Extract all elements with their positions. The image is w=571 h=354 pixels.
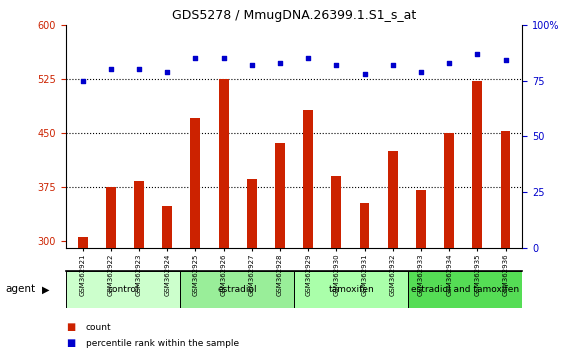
- Bar: [134, 181, 144, 354]
- Point: [219, 55, 228, 61]
- Point: [416, 69, 425, 74]
- Point: [360, 71, 369, 77]
- Text: agent: agent: [6, 284, 36, 295]
- Point: [275, 60, 284, 65]
- Text: estradiol and tamoxifen: estradiol and tamoxifen: [411, 285, 520, 294]
- Text: ■: ■: [66, 338, 75, 348]
- Bar: [275, 143, 285, 354]
- Text: estradiol: estradiol: [217, 285, 257, 294]
- Bar: [360, 203, 369, 354]
- Point: [163, 69, 172, 74]
- Text: count: count: [86, 323, 111, 332]
- Point: [106, 67, 115, 72]
- Point: [78, 78, 87, 83]
- Bar: [472, 81, 482, 354]
- Text: control: control: [107, 285, 139, 294]
- Bar: [180, 271, 294, 308]
- Text: ■: ■: [66, 322, 75, 332]
- Bar: [247, 179, 257, 354]
- Bar: [66, 271, 180, 308]
- Bar: [331, 176, 341, 354]
- Text: ▶: ▶: [42, 284, 49, 295]
- Bar: [501, 131, 510, 354]
- Bar: [416, 190, 426, 354]
- Point: [332, 62, 341, 68]
- Bar: [191, 118, 200, 354]
- Bar: [388, 151, 397, 354]
- Text: tamoxifen: tamoxifen: [328, 285, 374, 294]
- Point: [304, 55, 313, 61]
- Bar: [444, 133, 454, 354]
- Point: [247, 62, 256, 68]
- Bar: [408, 271, 522, 308]
- Point: [191, 55, 200, 61]
- Bar: [294, 271, 408, 308]
- Point: [501, 58, 510, 63]
- Bar: [303, 110, 313, 354]
- Bar: [219, 79, 228, 354]
- Point: [388, 62, 397, 68]
- Bar: [162, 206, 172, 354]
- Text: GDS5278 / MmugDNA.26399.1.S1_s_at: GDS5278 / MmugDNA.26399.1.S1_s_at: [172, 9, 416, 22]
- Point: [473, 51, 482, 57]
- Bar: [106, 187, 116, 354]
- Point: [445, 60, 454, 65]
- Bar: [78, 237, 87, 354]
- Text: percentile rank within the sample: percentile rank within the sample: [86, 339, 239, 348]
- Point: [134, 67, 143, 72]
